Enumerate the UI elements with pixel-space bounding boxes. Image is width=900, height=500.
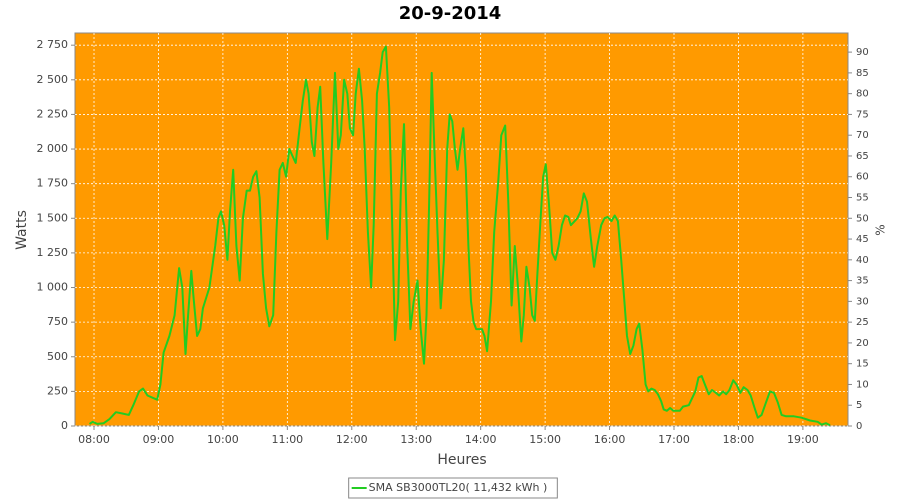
y-tick-label: 2 250 <box>37 107 69 120</box>
y2-tick-label: 30 <box>856 296 869 307</box>
y2-axis-title: % <box>874 224 888 235</box>
y-axis-title: Watts <box>14 210 30 250</box>
y-tick-label: 250 <box>47 384 68 397</box>
y2-tick-label: 80 <box>856 89 869 100</box>
y-tick-label: 500 <box>47 350 68 363</box>
y2-tick-label: 0 <box>856 421 862 432</box>
y2-tick-label: 35 <box>856 276 869 287</box>
y-tick-label: 2 500 <box>37 73 69 86</box>
x-tick-label: 14:00 <box>465 433 497 446</box>
y2-tick-label: 55 <box>856 193 869 204</box>
x-tick-label: 16:00 <box>594 433 626 446</box>
x-tick-label: 13:00 <box>400 433 432 446</box>
y2-tick-label: 60 <box>856 172 869 183</box>
y2-tick-label: 10 <box>856 379 869 390</box>
x-tick-label: 10:00 <box>207 433 239 446</box>
y-tick-label: 1 500 <box>37 211 69 224</box>
y2-tick-label: 15 <box>856 359 869 370</box>
x-axis-title: Heures <box>437 452 486 468</box>
plot-area <box>74 32 849 427</box>
x-tick-label: 12:00 <box>336 433 368 446</box>
x-tick-label: 19:00 <box>787 433 819 446</box>
y-tick-label: 2 750 <box>37 38 69 51</box>
y2-tick-label: 40 <box>856 255 869 266</box>
x-tick-label: 09:00 <box>143 433 175 446</box>
x-tick-label: 11:00 <box>271 433 303 446</box>
y2-tick-label: 25 <box>856 317 869 328</box>
legend-box <box>348 477 558 499</box>
y-tick-label: 1 250 <box>37 246 69 259</box>
y2-tick-label: 90 <box>856 47 869 58</box>
y2-tick-label: 65 <box>856 151 869 162</box>
series-line <box>88 45 831 427</box>
y-tick-label: 2 000 <box>37 142 69 155</box>
y2-tick-label: 20 <box>856 338 869 349</box>
legend-label: SMA SB3000TL20( 11,432 kWh ) <box>369 481 548 494</box>
y-tick-label: 750 <box>47 315 68 328</box>
y2-tick-label: 75 <box>856 109 869 120</box>
y-tick-label: 0 <box>61 419 68 432</box>
y2-tick-label: 5 <box>856 400 862 411</box>
y2-tick-label: 70 <box>856 130 869 141</box>
chart-title: 20-9-2014 <box>399 3 502 24</box>
y-tick-label: 1 750 <box>37 177 69 190</box>
y2-tick-label: 45 <box>856 234 869 245</box>
y2-tick-label: 85 <box>856 68 869 79</box>
x-tick-label: 17:00 <box>658 433 690 446</box>
x-tick-label: 08:00 <box>78 433 110 446</box>
x-tick-label: 18:00 <box>723 433 755 446</box>
y2-tick-label: 50 <box>856 213 869 224</box>
x-tick-label: 15:00 <box>529 433 561 446</box>
y-tick-label: 1 000 <box>37 281 69 294</box>
